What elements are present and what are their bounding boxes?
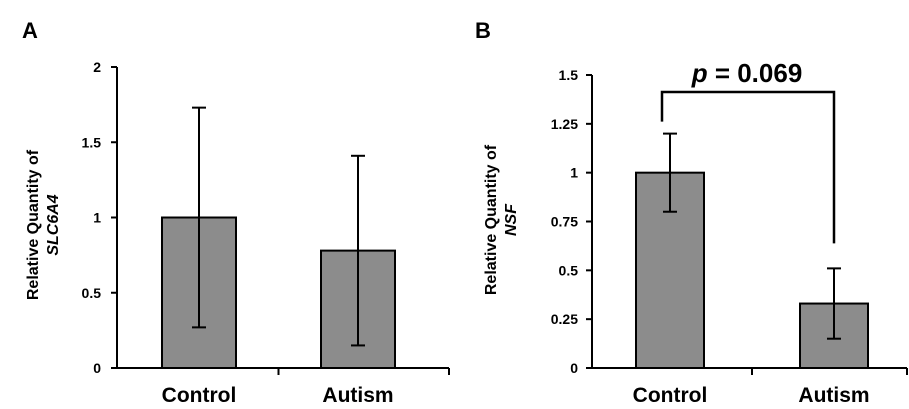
p-symbol: p (691, 58, 708, 88)
panel-a-y-tick-label: 2 (93, 59, 101, 75)
panel-b-category-label: Autism (798, 384, 869, 407)
panel-b-y-tick-label: 0.5 (559, 262, 579, 278)
panel-a-plot: 0 0.5 1 1.5 2 Control Autism (82, 59, 450, 407)
panel-b-y-tick-label: 1.5 (559, 67, 579, 83)
panel-b-y-tick-label: 0.75 (551, 214, 578, 230)
panel-a-y-tick-label: 1.5 (82, 134, 102, 150)
panel-a-category-label: Autism (322, 384, 393, 407)
panel-a-ylabel-line2: SLC6A4 (45, 194, 62, 255)
panel-b-y-tick-label: 0 (570, 360, 578, 376)
panel-b-category-label: Control (633, 384, 708, 407)
significance-annotation: p = 0.069 (660, 58, 836, 244)
significance-bracket (660, 90, 836, 244)
panel-a-y-tick-label: 0.5 (82, 285, 102, 301)
panel-a-ylabel-line1: Relative Quantity of (25, 149, 42, 300)
significance-label: p = 0.069 (691, 58, 803, 88)
panel-b: B Relative Quantity of NSF 0 0.25 0.5 0.75 1… (475, 18, 908, 407)
panel-b-y-tick-label: 1.25 (551, 116, 578, 132)
panel-b-letter: B (475, 18, 491, 43)
panel-b-ylabel-line1: Relative Quantity of (483, 144, 500, 295)
panel-b-ylabel-line2: NSF (503, 203, 520, 236)
panel-b-plot: 0 0.25 0.5 0.75 1 1.25 1.5 Control Autism (551, 67, 908, 407)
panel-a-y-tick-label: 0 (93, 360, 101, 376)
p-value: = 0.069 (708, 58, 803, 88)
panel-b-y-tick-label: 0.25 (551, 311, 578, 327)
panel-a: A Relative Quantity of SLC6A4 0 0.5 1 1.5 2 C… (22, 18, 450, 407)
panel-a-y-tick-label: 1 (93, 210, 101, 226)
panel-b-bar-control (635, 171, 705, 369)
panel-a-letter: A (22, 18, 38, 43)
panel-a-category-label: Control (162, 384, 237, 407)
panel-b-y-tick-label: 1 (570, 165, 578, 181)
